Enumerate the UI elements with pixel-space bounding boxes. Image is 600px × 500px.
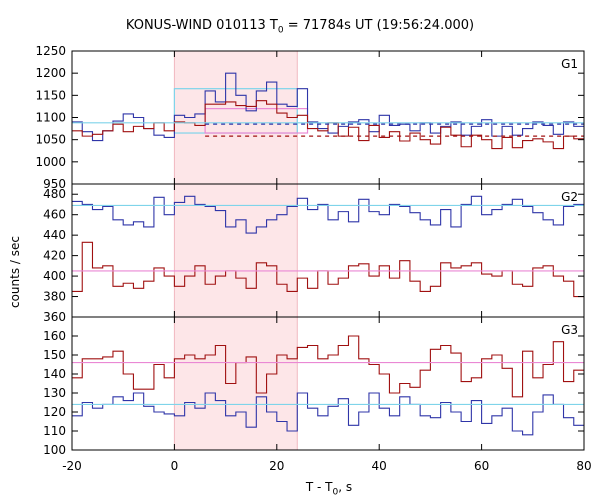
g2-blue-series xyxy=(72,195,584,234)
y-tick-label: 1100 xyxy=(35,111,66,125)
panel-label-g2: G2 xyxy=(561,190,578,204)
x-tick-label: -20 xyxy=(62,459,82,473)
y-tick-label: 420 xyxy=(43,249,66,263)
x-tick-label: 0 xyxy=(171,459,179,473)
x-tick-label: 40 xyxy=(372,459,387,473)
shaded-interval xyxy=(174,51,298,450)
title-prefix: KONUS-WIND 010113 T xyxy=(125,18,278,33)
y-tick-label: 130 xyxy=(43,386,66,400)
y-tick-label: 160 xyxy=(43,329,66,343)
y-tick-label: 460 xyxy=(43,208,66,222)
y-tick-label: 1000 xyxy=(35,155,66,169)
y-tick-label: 1150 xyxy=(35,88,66,102)
y-tick-label: 380 xyxy=(43,290,66,304)
panel-label-g3: G3 xyxy=(561,323,578,337)
x-tick-label: 20 xyxy=(269,459,284,473)
title-subscript: 0 xyxy=(277,25,284,36)
y-tick-label: 110 xyxy=(43,424,66,438)
y-tick-label: 950 xyxy=(43,177,66,191)
panel-label-g1: G1 xyxy=(561,57,578,71)
y-tick-label: 1250 xyxy=(35,44,66,58)
chart-title: KONUS-WIND 010113 T0 = 71784s UT (19:56:… xyxy=(0,18,600,36)
y-tick-label: 360 xyxy=(43,310,66,324)
x-tick-label: 60 xyxy=(474,459,489,473)
y-tick-label: 400 xyxy=(43,269,66,283)
y-tick-label: 1200 xyxy=(35,66,66,80)
xlabel-subscript: 0 xyxy=(332,487,339,498)
y-tick-label: 150 xyxy=(43,348,66,362)
y-tick-label: 480 xyxy=(43,187,66,201)
g1-frame xyxy=(71,50,585,185)
y-tick-label: 120 xyxy=(43,405,66,419)
title-suffix: = 71784s UT (19:56:24.000) xyxy=(283,18,475,33)
xlabel-suffix: , s xyxy=(338,480,353,494)
g2-red-series xyxy=(72,241,584,298)
xlabel-prefix: T - T xyxy=(305,480,333,494)
y-tick-label: 440 xyxy=(43,228,66,242)
y-tick-label: 100 xyxy=(43,443,66,457)
g3-blue-series xyxy=(72,392,584,436)
g3-red-series xyxy=(72,335,584,398)
g3-frame xyxy=(71,316,585,451)
x-tick-label: 80 xyxy=(576,459,591,473)
x-axis-label: T - T0, s xyxy=(0,480,600,497)
y-tick-label: 140 xyxy=(43,367,66,381)
y-tick-label: 1050 xyxy=(35,133,66,147)
